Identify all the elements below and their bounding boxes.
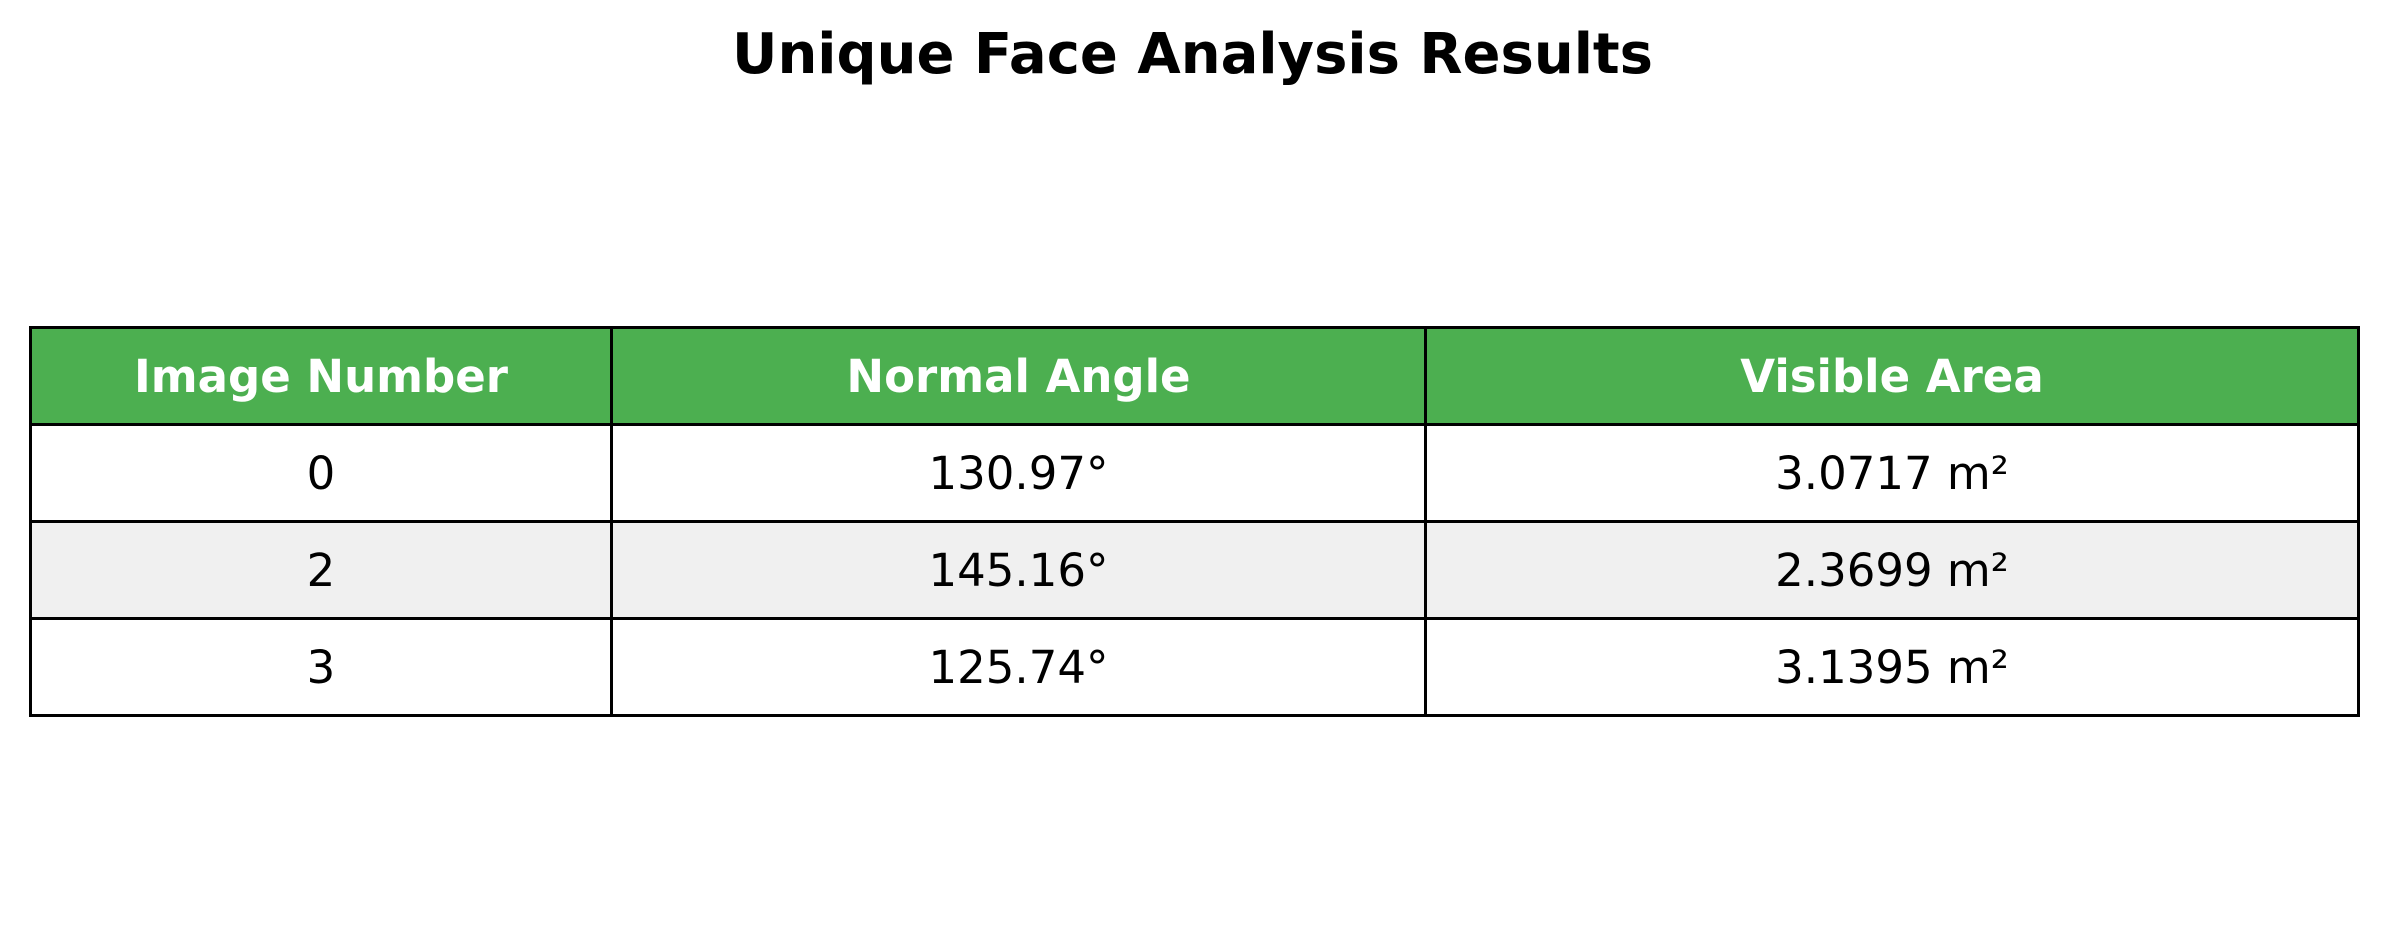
table-row: 2 145.16° 2.3699 m² [29, 520, 2360, 620]
header-visible-area: Visible Area [1424, 326, 2360, 426]
cell-image-number: 3 [29, 617, 613, 717]
cell-normal-angle: 130.97° [610, 423, 1427, 523]
table-row: 3 125.74° 3.1395 m² [29, 617, 2360, 717]
cell-image-number: 0 [29, 423, 613, 523]
header-image-number: Image Number [29, 326, 613, 426]
results-table: Image Number Normal Angle Visible Area 0… [29, 326, 2360, 717]
cell-visible-area: 3.0717 m² [1424, 423, 2360, 523]
cell-image-number: 2 [29, 520, 613, 620]
header-normal-angle: Normal Angle [610, 326, 1427, 426]
header-row: Image Number Normal Angle Visible Area [29, 326, 2360, 426]
cell-visible-area: 2.3699 m² [1424, 520, 2360, 620]
chart-title: Unique Face Analysis Results [731, 22, 1654, 87]
cell-normal-angle: 125.74° [610, 617, 1427, 717]
cell-normal-angle: 145.16° [610, 520, 1427, 620]
cell-visible-area: 3.1395 m² [1424, 617, 2360, 717]
table-row: 0 130.97° 3.0717 m² [29, 423, 2360, 523]
